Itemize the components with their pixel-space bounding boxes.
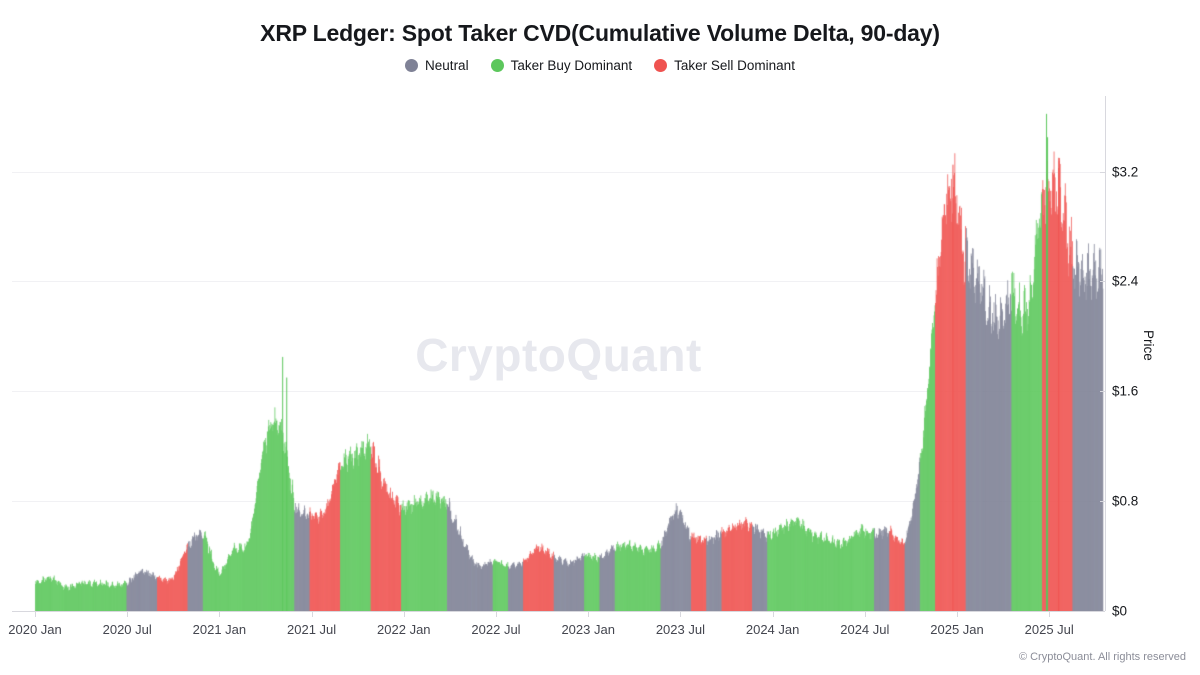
x-tick-label: 2020 Jul — [102, 622, 152, 637]
legend-label-taker-sell: Taker Sell Dominant — [674, 58, 795, 73]
legend-label-neutral: Neutral — [425, 58, 469, 73]
x-tick-mark — [127, 611, 129, 617]
chart-legend: Neutral Taker Buy Dominant Taker Sell Do… — [0, 58, 1200, 73]
x-tick-label: 2021 Jul — [287, 622, 337, 637]
x-tick-label: 2025 Jan — [930, 622, 984, 637]
x-tick-mark — [403, 611, 405, 617]
x-tick-label: 2023 Jul — [655, 622, 705, 637]
legend-item-neutral[interactable]: Neutral — [405, 58, 469, 73]
x-tick-mark — [35, 611, 36, 617]
y-tick-label: $1.6 — [1112, 383, 1139, 399]
x-tick-mark — [1049, 611, 1051, 617]
y-tick-label: $0.8 — [1112, 493, 1139, 509]
y-tick-mark — [1100, 171, 1105, 173]
legend-item-taker-buy[interactable]: Taker Buy Dominant — [490, 58, 633, 73]
x-tick-label: 2023 Jan — [561, 622, 615, 637]
x-tick-mark — [311, 611, 313, 617]
y-axis-line — [1105, 96, 1106, 611]
legend-swatch-neutral — [405, 59, 419, 72]
x-tick-label: 2024 Jan — [745, 622, 800, 637]
x-tick-label: 2022 Jan — [377, 622, 431, 637]
x-tick-label: 2020 Jan — [8, 622, 62, 637]
legend-swatch-taker-sell — [654, 59, 668, 72]
page-title: XRP Ledger: Spot Taker CVD(Cumulative Vo… — [260, 20, 940, 46]
footer-credit: © CryptoQuant. All rights reserved — [1018, 651, 1186, 663]
legend-label-taker-buy: Taker Buy Dominant — [510, 58, 633, 73]
x-tick-label: 2025 Jul — [1024, 622, 1074, 637]
y-tick-label: $0 — [1112, 603, 1128, 619]
x-tick-mark — [219, 611, 221, 617]
x-tick-mark — [957, 611, 958, 617]
y-tick-mark — [1100, 611, 1105, 612]
plot-area: CryptoQuant — [12, 96, 1105, 612]
legend-item-taker-sell[interactable]: Taker Sell Dominant — [654, 58, 795, 73]
y-tick-mark — [1100, 281, 1105, 283]
x-tick-mark — [772, 611, 774, 617]
x-tick-label: 2024 Jul — [840, 622, 890, 637]
y-tick-mark — [1100, 501, 1105, 503]
y-tick-mark — [1100, 391, 1105, 393]
price-bars-series — [12, 96, 1105, 611]
legend-swatch-taker-buy — [490, 59, 504, 72]
x-tick-mark — [680, 611, 682, 617]
x-tick-mark — [588, 611, 590, 617]
y-tick-label: $3.2 — [1112, 164, 1139, 180]
y-tick-label: $2.4 — [1112, 273, 1139, 289]
x-tick-mark — [496, 611, 497, 617]
x-axis-line — [12, 611, 1105, 612]
x-tick-mark — [864, 611, 866, 617]
y-axis-title: Price — [1141, 330, 1156, 361]
x-tick-label: 2021 Jan — [192, 622, 247, 637]
x-tick-label: 2022 Jul — [471, 622, 521, 637]
